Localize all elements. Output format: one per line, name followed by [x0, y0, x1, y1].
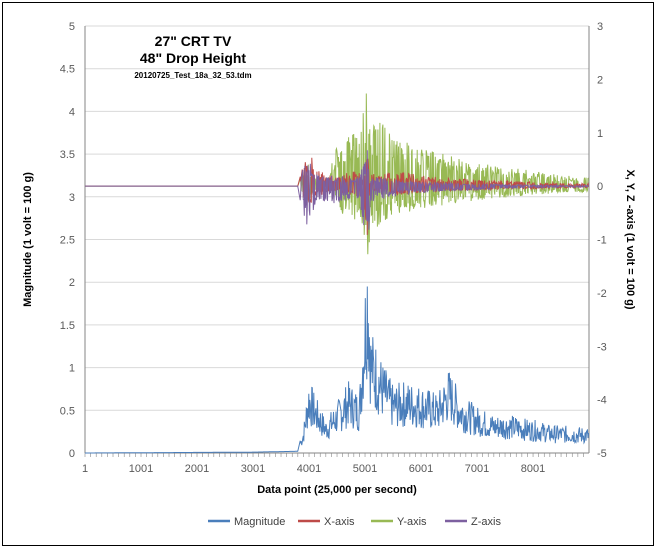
y-left-tick-label: 1.5	[60, 320, 75, 332]
y-left-tick-label: 1	[69, 363, 75, 375]
x-tick-label: 4001	[297, 463, 321, 475]
legend-label: Y-axis	[397, 516, 427, 528]
x-tick-label: 8001	[521, 463, 545, 475]
y-left-tick-label: 4	[69, 106, 75, 118]
x-tick-label: 3001	[241, 463, 265, 475]
legend-label: X-axis	[324, 516, 355, 528]
y-right-axis-title: X, Y, Z -axis (1 volt = 100 g)	[624, 169, 636, 309]
legend-label: Magnitude	[234, 516, 285, 528]
chart-title: 27" CRT TV	[155, 33, 232, 49]
x-axis-title: Data point (25,000 per second)	[257, 484, 417, 496]
y-left-tick-label: 2.5	[60, 235, 75, 247]
y-left-tick-label: 5	[69, 21, 75, 33]
chart-filename: 20120725_Test_18a_32_53.tdm	[134, 71, 251, 80]
series-line-magnitude	[85, 286, 590, 454]
y-left-tick-label: 4.5	[60, 64, 75, 76]
legend-label: Z-axis	[471, 516, 501, 528]
y-left-tick-label: 0	[69, 448, 75, 460]
x-tick-label: 1	[82, 463, 88, 475]
y-right-tick-label: -2	[597, 288, 607, 300]
series-line-zaxis	[85, 150, 590, 230]
y-left-tick-label: 2	[69, 277, 75, 289]
y-left-tick-label: 3	[69, 192, 75, 204]
x-tick-label: 5001	[353, 463, 377, 475]
chart-subtitle: 48" Drop Height	[140, 50, 247, 66]
y-right-tick-label: 3	[597, 21, 603, 33]
x-tick-label: 2001	[185, 463, 209, 475]
x-tick-label: 1001	[129, 463, 153, 475]
y-left-tick-label: 0.5	[60, 405, 75, 417]
y-right-tick-label: -5	[597, 448, 607, 460]
y-right-tick-label: -3	[597, 341, 607, 353]
y-right-tick-label: 2	[597, 74, 603, 86]
x-tick-label: 7001	[465, 463, 489, 475]
y-right-tick-label: -4	[597, 395, 607, 407]
y-left-axis-title: Magnitude (1 volt = 100 g)	[22, 172, 34, 307]
y-right-tick-label: 0	[597, 181, 603, 193]
series-line-yaxis	[85, 93, 589, 255]
y-right-tick-label: -1	[597, 235, 607, 247]
y-left-tick-label: 3.5	[60, 149, 75, 161]
y-right-tick-label: 1	[597, 128, 603, 140]
x-tick-label: 6001	[409, 463, 433, 475]
